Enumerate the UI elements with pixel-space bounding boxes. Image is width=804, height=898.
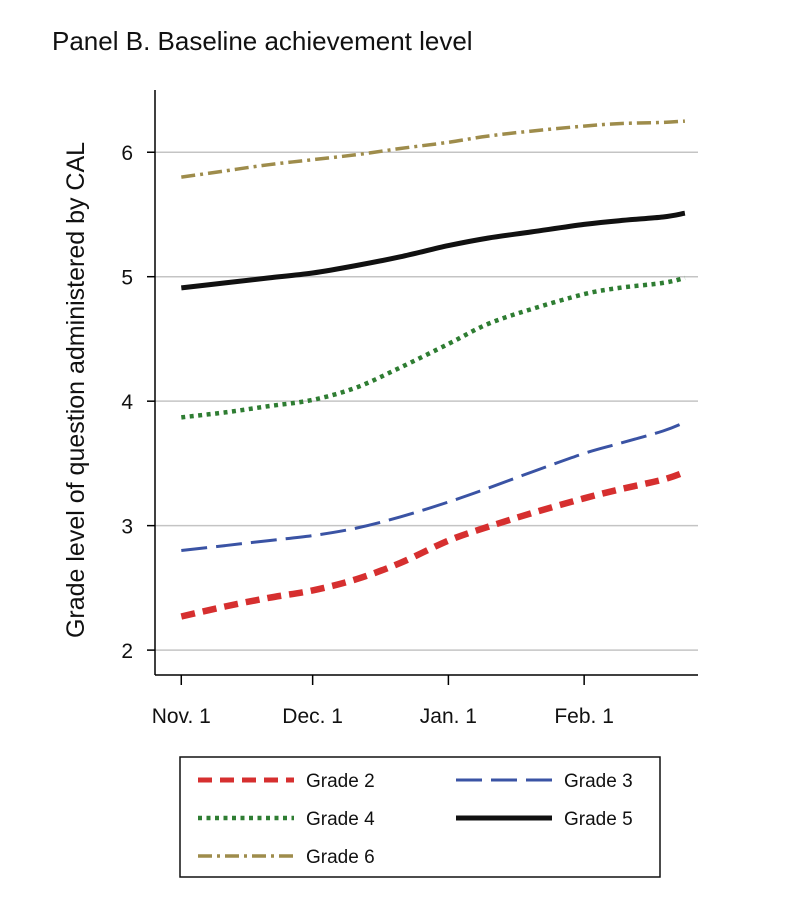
x-tick-label: Nov. 1 bbox=[152, 705, 211, 728]
series-line-grade-5 bbox=[181, 210, 686, 291]
axes bbox=[154, 90, 698, 676]
y-tick-label: 3 bbox=[121, 516, 133, 539]
grid-lines bbox=[155, 151, 698, 651]
legend-label-grade-4: Grade 4 bbox=[306, 809, 375, 830]
y-axis-ticks: 2 3 4 5 6 bbox=[121, 142, 155, 663]
x-axis-ticks: Nov. 1 Dec. 1 Jan. 1 Feb. 1 bbox=[152, 675, 614, 728]
y-tick-label: 5 bbox=[121, 267, 133, 290]
x-tick-label: Jan. 1 bbox=[420, 705, 477, 728]
y-tick-label: 2 bbox=[121, 640, 133, 663]
x-tick-label: Feb. 1 bbox=[554, 705, 614, 728]
series-line-grade-3 bbox=[181, 420, 686, 552]
y-tick-label: 4 bbox=[121, 391, 133, 414]
series-line-grade-2 bbox=[180, 469, 687, 620]
y-tick-label: 6 bbox=[121, 142, 133, 165]
series-line-grade-6 bbox=[181, 119, 685, 179]
y-axis-label: Grade level of question administered by … bbox=[62, 142, 90, 638]
legend-label-grade-6: Grade 6 bbox=[306, 847, 375, 868]
legend-label-grade-3: Grade 3 bbox=[564, 771, 633, 792]
series-lines bbox=[180, 119, 687, 620]
legend-label-grade-5: Grade 5 bbox=[564, 809, 633, 830]
series-line-grade-4 bbox=[181, 275, 686, 420]
chart-title: Panel B. Baseline achievement level bbox=[52, 26, 473, 56]
x-tick-label: Dec. 1 bbox=[282, 705, 343, 728]
legend: Grade 2 Grade 3 Grade 4 Grade 5 Grade 6 bbox=[179, 756, 661, 878]
legend-label-grade-2: Grade 2 bbox=[306, 771, 375, 792]
